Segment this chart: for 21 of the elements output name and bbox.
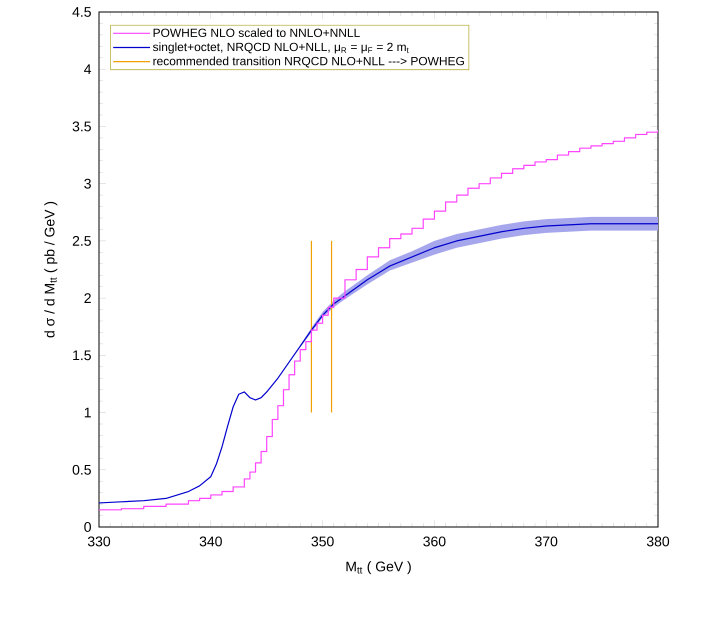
y-tick-label: 1 [84, 408, 91, 418]
x-tick-label: 360 [423, 536, 446, 546]
y-axis-title: d σ / d M$_{tt}$ ( pb / GeV ) [44, 202, 58, 338]
y-tick-label: 3.5 [72, 121, 91, 132]
y-tick-label: 1.5 [73, 350, 91, 360]
x-tick-label: 350 [312, 536, 334, 546]
y-tick-label: 0 [84, 522, 91, 532]
y-tick-label: 0.5 [72, 464, 91, 475]
y-tick-label: 3 [84, 178, 91, 189]
x-tick-label: 340 [200, 536, 222, 546]
y-tick-label: 2.5 [72, 236, 91, 246]
legend-label: POWHEG NLO scaled to NNLO+NNLL [154, 28, 360, 38]
y-tick-label: 4.5 [72, 7, 91, 17]
legend-label: singlet+octet, NRQCD NLO+NLL, μ$_{R}$ = μ$_{F}$ = 2 m$_{t}$ [152, 42, 409, 54]
x-tick-label: 380 [646, 536, 670, 546]
x-tick-label: 330 [88, 536, 110, 546]
y-tick-label: 4 [84, 64, 92, 74]
legend-label: recommended transition NRQCD NLO+NLL ---> POWHEG [153, 56, 464, 68]
y-tick-label: 2 [84, 293, 91, 303]
x-axis-title: M$_{tt}$ ( GeV ) [346, 561, 411, 574]
x-tick-label: 370 [535, 536, 558, 546]
